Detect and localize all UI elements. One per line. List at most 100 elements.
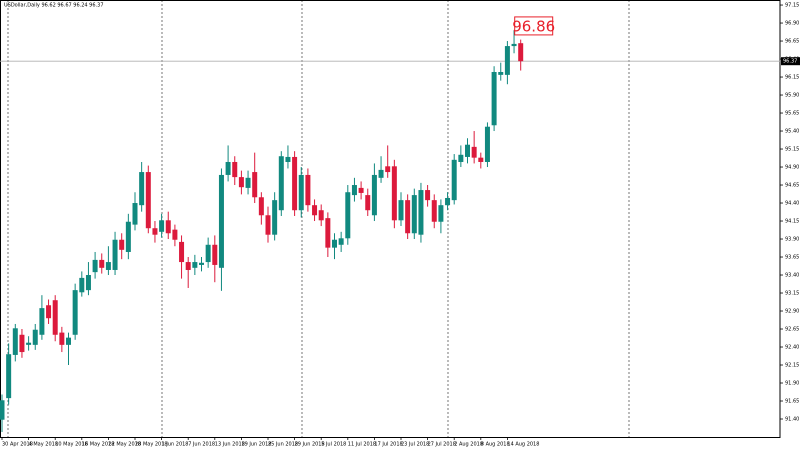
candle-body [218,174,224,268]
x-tick-label: 30 Apr 2018 [2,442,33,448]
candle-body [312,205,318,216]
candle-body [232,161,238,178]
candle-body [338,238,344,245]
candle-body [205,244,211,263]
candle-body [185,262,191,270]
x-tick-label: 14 Aug 2018 [507,442,539,448]
y-tick-label: 92.15 [785,363,799,369]
candle-body [398,200,404,221]
y-tick-label: 93.65 [785,255,799,261]
candle-body [12,328,18,355]
candle-body [105,262,111,270]
candle-body [438,205,444,222]
candle-body [92,259,98,273]
candle-body [0,400,5,420]
candle-body [152,228,158,235]
y-tick-label: 91.90 [785,381,799,387]
candle-body [272,200,278,235]
y-tick-label: 96.90 [785,21,799,27]
candle-body [292,156,298,211]
y-tick-label: 93.40 [785,273,799,279]
candle-body [52,300,58,335]
candle-body [431,200,437,222]
y-tick-label: 93.90 [785,237,799,243]
candle-body [278,156,284,211]
candle-body [66,337,71,345]
y-tick-label: 92.40 [785,345,799,351]
candle-body [298,174,304,211]
x-tick-label: 8 Aug 2018 [481,442,510,448]
candle-body [351,185,357,196]
candle-body [318,210,324,221]
x-tick-label: 5 Jul 2018 [321,442,346,448]
candle-body [145,172,151,229]
candle-body [59,332,65,345]
candle-body [518,43,524,62]
candle-body [252,172,258,198]
candle-body [179,241,185,263]
y-tick-label: 96.65 [785,39,799,45]
plot-frame [0,0,781,438]
candle-body [305,174,311,206]
y-tick-label: 95.90 [785,93,799,99]
x-tick-label: 16 May 2018 [82,442,115,448]
x-tick-label: 2 Aug 2018 [454,442,483,448]
y-tick-label: 95.65 [785,111,799,117]
candle-body [79,277,85,293]
y-tick-label: 92.65 [785,327,799,333]
candle-body [325,218,331,248]
candle-body [411,195,417,234]
candle-body [458,154,464,162]
candle-body [365,195,371,211]
candle-body [258,197,264,216]
candle-body [139,172,145,206]
x-tick-label: 7 Jun 2018 [188,442,215,448]
y-tick-label: 96.15 [785,75,799,81]
y-tick-label: 91.65 [785,399,799,405]
y-tick-label: 94.90 [785,165,799,171]
x-tick-label: 25 Jun 2018 [268,442,298,448]
candle-body [378,169,384,178]
candle-body [212,244,218,265]
candle-body [491,71,497,126]
candle-body [265,215,271,235]
candle-body [332,239,337,248]
x-tick-label: 1 Jun 2018 [162,442,189,448]
x-tick-label: 13 Jun 2018 [215,442,245,448]
current-price-label: 96.37 [783,59,797,65]
y-tick-label: 94.65 [785,183,799,189]
x-tick-label: 17 Jul 2018 [374,442,402,448]
candle-body [391,166,397,221]
candle-body [451,159,457,201]
price-label-box [514,16,554,36]
candle-body [285,156,291,162]
candle-body [478,157,484,162]
x-tick-label: 28 May 2018 [135,442,168,448]
candle-body [225,161,231,175]
candle-body [99,259,105,268]
x-tick-label: 23 Jul 2018 [401,442,429,448]
x-tick-label: 22 May 2018 [108,442,141,448]
x-tick-label: 11 Jul 2018 [348,442,376,448]
y-tick-label: 92.90 [785,309,799,315]
candle-body [511,43,517,47]
candle-body [405,200,411,234]
candle-body [425,190,431,201]
y-tick-label: 91.40 [785,417,799,423]
current-price-tag [781,57,800,66]
candle-body [238,177,244,188]
candle-body [199,262,204,265]
candle-body [119,239,125,250]
x-tick-label: 27 Jul 2018 [428,442,456,448]
candle-body [46,305,52,319]
candle-body [498,71,504,75]
candle-body [159,220,165,232]
candle-body [26,342,32,345]
candle-body [112,239,118,270]
candle-body [39,308,45,335]
price-label: 96.86 [512,17,555,35]
candle-body [132,203,138,225]
y-tick-label: 97.15 [785,3,799,9]
